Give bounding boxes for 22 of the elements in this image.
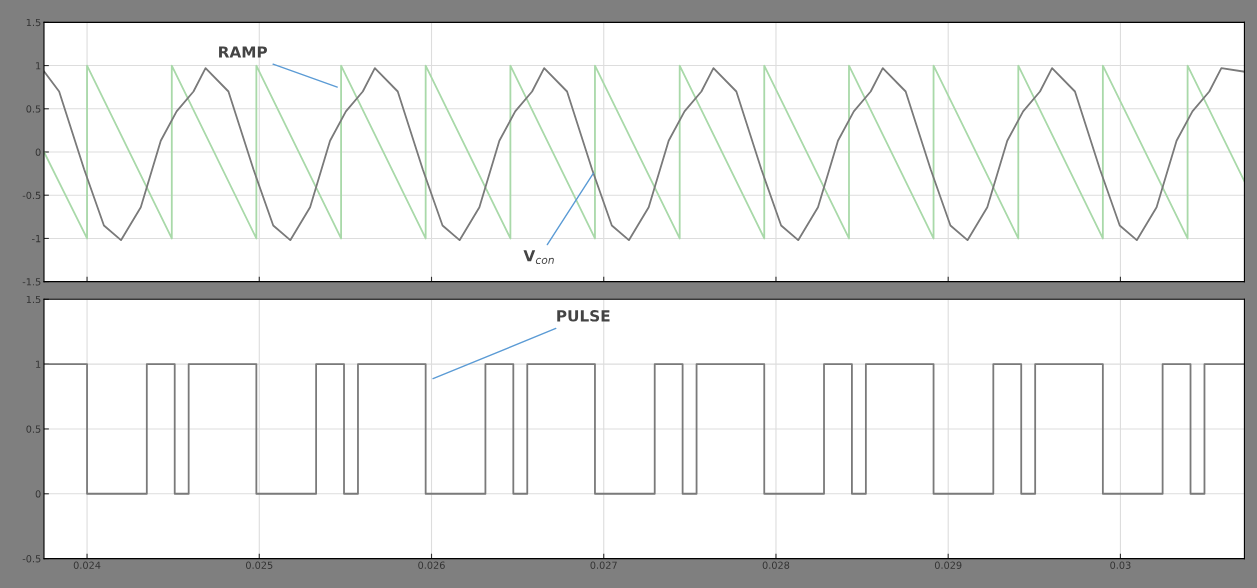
y-tick-label: 1.5 [26,18,41,27]
y-tick-label: 1.5 [26,295,41,304]
y-tick-label: -0.5 [22,191,41,200]
y-tick-label: -1.5 [22,278,41,286]
x-tick-label: 0.03 [1110,561,1131,569]
y-tick-label: 1 [36,62,41,70]
x-tick-label: 0.029 [934,561,962,569]
y-tick-label: 0 [35,490,41,498]
x-tick-label: 0.024 [73,561,101,569]
y-tick-label: 0 [35,148,41,156]
y-tick-label: -0.5 [22,555,41,563]
annotation: RAMP [219,46,268,58]
x-tick-label: 0.025 [246,561,273,569]
x-tick-label: 0.026 [418,561,445,569]
y-tick-label: 0.5 [26,425,41,433]
y-tick-label: 0.5 [26,105,41,113]
y-tick-label: 1 [36,360,41,368]
x-tick-label: 0.027 [590,561,617,569]
annotation: V$_{con}$ [523,250,554,264]
annotation: PULSE [557,310,610,322]
y-tick-label: -1 [32,235,41,243]
x-tick-label: 0.028 [762,561,790,569]
